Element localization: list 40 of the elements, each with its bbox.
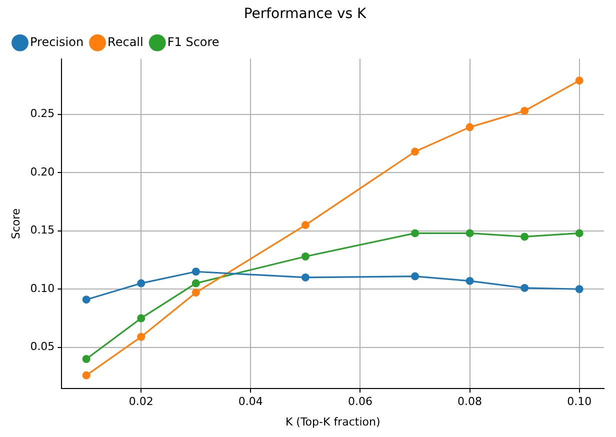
point xyxy=(411,229,420,238)
y-tick-label: 0.20 xyxy=(30,165,55,178)
point xyxy=(137,279,146,288)
point xyxy=(192,268,200,276)
point xyxy=(137,332,146,341)
chart-title: Performance vs K xyxy=(244,6,367,22)
point xyxy=(137,314,146,322)
y-tick-label: 0.15 xyxy=(30,224,55,237)
point xyxy=(82,296,90,304)
point xyxy=(192,288,200,297)
x-axis-title: K (Top-K fraction) xyxy=(285,415,380,428)
y-axis-title: Score xyxy=(9,208,22,240)
point xyxy=(301,221,310,230)
point xyxy=(520,106,529,115)
point xyxy=(82,371,90,380)
point xyxy=(520,232,529,241)
point xyxy=(411,272,420,280)
point xyxy=(82,355,90,364)
point xyxy=(520,284,529,292)
y-tick-label: 0.05 xyxy=(30,340,55,354)
x-tick-label: 0.04 xyxy=(238,395,263,408)
x-tick-label: 0.08 xyxy=(458,395,482,408)
point xyxy=(575,285,584,294)
legend-label: Recall xyxy=(108,34,144,49)
point xyxy=(575,229,584,238)
point xyxy=(466,276,474,285)
point xyxy=(192,279,200,288)
point xyxy=(411,148,420,156)
legend-label: F1 Score xyxy=(167,34,220,49)
legend-label: Precision xyxy=(30,34,84,49)
y-tick-label: 0.25 xyxy=(30,107,55,120)
point xyxy=(466,229,474,238)
point xyxy=(301,252,310,260)
x-tick-label: 0.10 xyxy=(567,395,592,408)
y-tick-label: 0.10 xyxy=(30,282,55,295)
point xyxy=(575,76,584,85)
x-tick-label: 0.06 xyxy=(348,395,372,408)
x-tick-label: 0.02 xyxy=(128,395,154,408)
point xyxy=(466,123,474,132)
point xyxy=(301,273,310,282)
